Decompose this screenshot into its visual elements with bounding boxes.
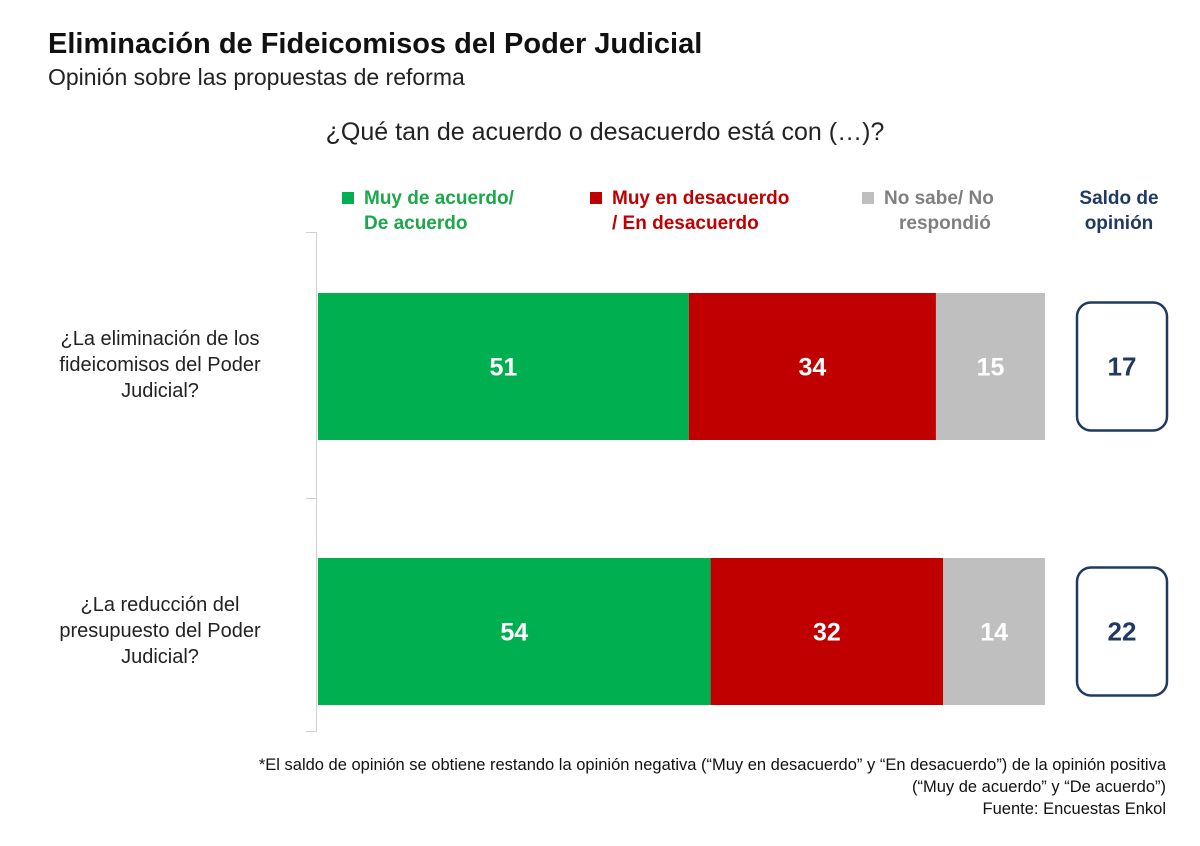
category-label-1-line3: Judicial? [121, 380, 199, 402]
data-label-disagree-2: 32 [813, 619, 841, 647]
balance-header-line1: Saldo de [1079, 188, 1159, 209]
legend-disagree-line2: / En desacuerdo [612, 213, 759, 234]
balance-header: Saldo de opinión [1060, 186, 1178, 236]
balance-box-1 [1075, 301, 1169, 432]
bar-dontknow-1 [935, 293, 1045, 440]
data-label-dontknow-2: 14 [980, 619, 1008, 647]
footnote-line1: *El saldo de opinión se obtiene restando… [258, 756, 1166, 774]
bar-agree-2 [318, 558, 711, 705]
balance-value-1: 17 [1108, 352, 1137, 382]
legend-dontknow-line1: No sabe/ No [884, 188, 994, 209]
data-label-dontknow-1: 15 [977, 354, 1005, 382]
legend-agree-swatch [342, 192, 354, 204]
category-label-2: ¿La reducción del presupuesto del Poder … [20, 592, 300, 670]
legend-agree-line1: Muy de acuerdo/ [364, 188, 514, 209]
legend-dontknow-line2: respondió [898, 213, 991, 234]
category-label-2-line1: ¿La reducción del [80, 594, 240, 616]
chart-subtitle: Opinión sobre las propuestas de reforma [48, 64, 465, 90]
footnote: *El saldo de opinión se obtiene restando… [66, 754, 1166, 820]
category-axis-line [316, 232, 317, 732]
legend-disagree-line1: Muy en desacuerdo [612, 188, 790, 209]
chart-title: Eliminación de Fideicomisos del Poder Ju… [48, 28, 703, 60]
balance-box-2 [1075, 566, 1169, 697]
footnote-line2: (“Muy de acuerdo” y “De acuerdo”) [911, 778, 1166, 796]
bar-disagree-2 [710, 558, 944, 705]
legend-agree-line2: De acuerdo [364, 213, 468, 234]
survey-question: ¿Qué tan de acuerdo o desacuerdo está co… [325, 118, 885, 146]
data-label-disagree-1: 34 [798, 354, 826, 382]
legend-disagree-swatch [590, 192, 602, 204]
bar-disagree-1 [688, 293, 936, 440]
bar-dontknow-2 [943, 558, 1045, 705]
category-label-1: ¿La eliminación de los fideicomisos del … [20, 326, 300, 404]
axis-tick [306, 498, 316, 499]
source-note: Fuente: Encuestas Enkol [982, 800, 1166, 818]
category-label-2-line2: presupuesto del Poder [59, 620, 261, 642]
bar-agree-1 [318, 293, 689, 440]
data-label-agree-1: 51 [489, 354, 517, 382]
balance-header-line2: opinión [1084, 213, 1154, 234]
balance-value-2: 22 [1108, 617, 1137, 647]
category-label-1-line2: fideicomisos del Poder [59, 354, 261, 376]
category-label-2-line3: Judicial? [121, 646, 199, 668]
axis-tick [306, 232, 316, 233]
legend-dontknow-swatch [862, 192, 874, 204]
axis-tick [306, 731, 316, 732]
data-label-agree-2: 54 [500, 619, 528, 647]
category-label-1-line1: ¿La eliminación de los [60, 328, 260, 350]
